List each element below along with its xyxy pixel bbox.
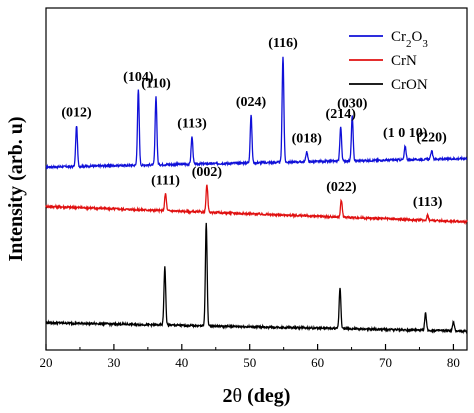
x-tick-label: 30 [107,355,120,370]
legend-label-part: 2 [406,38,412,50]
series-layer [45,56,468,335]
legend-label-part: CrON [391,77,428,93]
series-line-crn [45,184,468,226]
peak-label: (030) [337,96,368,111]
peak-label: (1 0 10) [383,126,428,141]
plot-area: (012) (104)(110) (113) (024) (116) (018)(214)… [45,7,468,351]
legend-label-part: O [412,29,423,45]
legend-label: CrN [391,53,417,69]
peak-label: (002) [192,165,223,180]
x-axis-title-unit: (deg) [242,385,290,407]
x-axis-title-main: 2 [223,385,233,407]
x-tick-label: 40 [175,355,188,370]
x-tick-label: 20 [40,355,53,370]
peak-label: (116) [268,36,298,51]
x-axis-title: 2θ (deg) [223,385,291,407]
peak-label: (214) [326,107,357,122]
legend-label: Cr2O3 [391,29,428,50]
legend-label-part: Cr [391,29,406,45]
x-tick-label: 70 [379,355,392,370]
peak-label: (104) [123,70,154,85]
peak-label: (012) [61,105,92,120]
peak-label: (024) [236,95,267,110]
y-axis-title: Intensity (arb. u) [5,116,27,261]
x-axis-title-theta: θ [233,385,243,407]
peak-label: (110) [141,76,171,91]
x-axis: 20 30 40 50 60 70 80 [40,344,460,370]
peak-label: (113) [177,117,207,132]
peak-label: (111) [151,174,180,189]
series-line-cron [45,222,468,335]
x-tick-label: 80 [447,355,460,370]
plot-frame [45,7,468,351]
peak-label: (022) [326,180,357,195]
series-line-cr2o3 [45,56,468,170]
legend-label-part: CrN [391,53,417,69]
legend-label-part: 3 [422,38,428,50]
peak-labels: (012) (104)(110) (113) (024) (116) (018)(214)… [61,36,447,210]
x-tick-label: 50 [243,355,256,370]
peak-label: (113) [413,195,443,210]
peak-label: (220) [417,131,448,146]
legend-label: CrON [391,77,428,93]
peak-label: (018) [292,131,323,146]
legend: Cr2O3 CrN CrON [349,29,428,93]
x-tick-label: 60 [311,355,324,370]
